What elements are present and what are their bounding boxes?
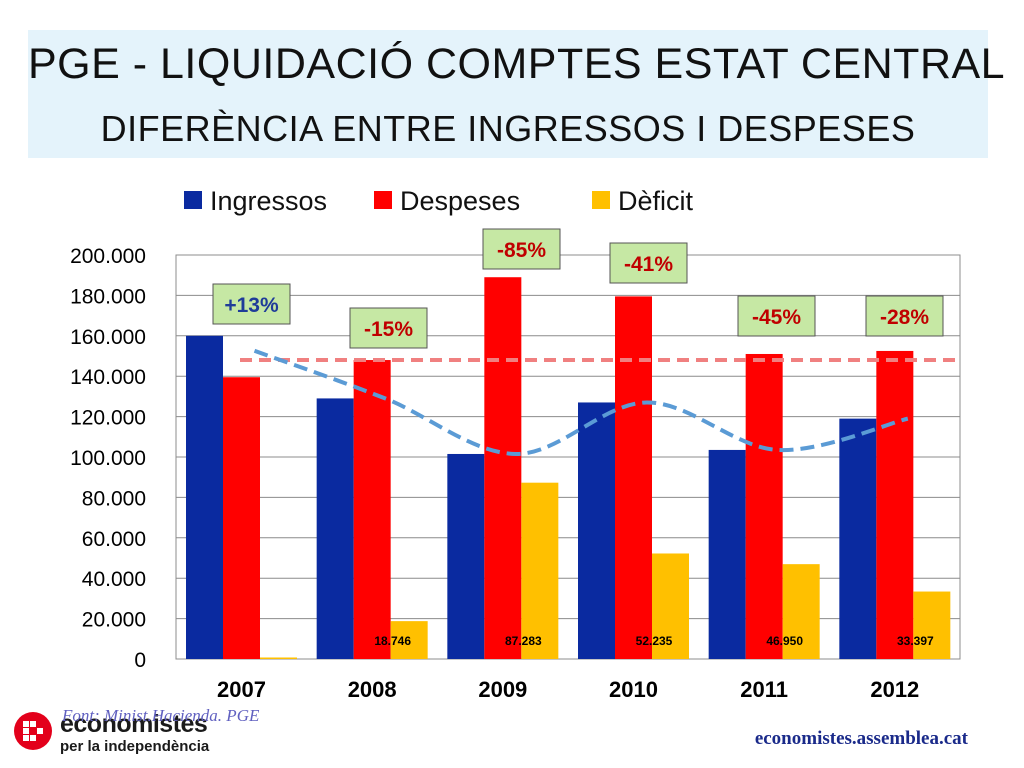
annotation-label-2010: -41% — [624, 253, 673, 276]
y-tick-label: 60.000 — [82, 528, 146, 551]
website-link[interactable]: economistes.assemblea.cat — [754, 728, 968, 749]
page-title: PGE - LIQUIDACIÓ COMPTES ESTAT CENTRAL — [28, 40, 1006, 88]
y-tick-label: 80.000 — [82, 487, 146, 510]
annotation-box-2012 — [865, 295, 944, 337]
bar-despeses-2008 — [353, 360, 391, 659]
legend-label: Dèficit — [618, 186, 694, 216]
logo-icon — [14, 712, 52, 750]
logo-name: economistes — [60, 710, 208, 738]
logo: economistes per la independència — [12, 708, 212, 760]
x-tick-label-2011: 2011 — [740, 677, 788, 702]
bar-despeses-2009 — [484, 277, 522, 659]
bar-ingressos-2008 — [316, 398, 354, 659]
annotation-box-2008 — [349, 307, 428, 349]
bar-ingressos-2007 — [186, 335, 223, 659]
data-label-deficit-2012: 33.397 — [897, 634, 934, 648]
y-tick-label: 140.000 — [70, 366, 146, 389]
legend-swatch-despeses — [374, 191, 392, 209]
y-tick-label: 0 — [134, 649, 146, 672]
annotation-box-2011 — [737, 295, 816, 337]
x-tick-label-2007: 2007 — [217, 677, 266, 702]
x-tick-label-2009: 2009 — [478, 677, 527, 702]
legend-label: Despeses — [400, 186, 520, 216]
annotation-label-2009: -85% — [497, 239, 546, 262]
page-subtitle: DIFERÈNCIA ENTRE INGRESSOS I DESPESES — [100, 108, 916, 149]
plot-frame — [175, 254, 961, 660]
trend-curve — [253, 348, 909, 456]
y-tick-label: 20.000 — [82, 609, 146, 632]
bar-ingressos-2012 — [839, 418, 877, 659]
y-tick-label: 40.000 — [82, 568, 146, 591]
annotation-label-2012: -28% — [880, 306, 929, 329]
logo-subtitle: per la independència — [60, 738, 210, 755]
y-tick-label: 120.000 — [70, 407, 146, 430]
data-label-deficit-2010: 52.235 — [636, 634, 673, 648]
legend-label: Ingressos — [210, 186, 327, 216]
x-tick-label-2012: 2012 — [870, 677, 919, 702]
annotation-label-2007: +13% — [224, 294, 279, 317]
bar-ingressos-2010 — [578, 402, 615, 659]
bar-despeses-2007 — [223, 377, 260, 659]
x-tick-label-2008: 2008 — [348, 677, 397, 702]
bar-despeses-2011 — [745, 353, 783, 659]
data-label-deficit-2009: 87.283 — [505, 634, 542, 648]
x-tick-label-2010: 2010 — [609, 677, 658, 702]
bar-dficit-2008 — [390, 621, 428, 659]
bar-despeses-2012 — [876, 350, 914, 659]
bar-dficit-2011 — [782, 564, 820, 659]
title-banner: PGE - LIQUIDACIÓ COMPTES ESTAT CENTRAL D… — [28, 30, 1006, 158]
bar-dficit-2010 — [652, 553, 689, 659]
annotation-label-2008: -15% — [364, 318, 413, 341]
legend-swatch-ingressos — [184, 191, 202, 209]
bar-dficit-2012 — [913, 591, 951, 659]
data-label-deficit-2008: 18.746 — [374, 634, 411, 648]
bar-ingressos-2009 — [447, 453, 485, 659]
annotation-box-2010 — [609, 242, 688, 284]
y-tick-label: 100.000 — [70, 447, 146, 470]
bar-dficit-2009 — [521, 482, 559, 659]
bar-despeses-2010 — [615, 296, 652, 659]
y-tick-label: 160.000 — [70, 326, 146, 349]
legend-swatch-dficit — [592, 191, 610, 209]
annotation-label-2011: -45% — [752, 306, 801, 329]
annotation-box-2009 — [482, 228, 561, 270]
annotation-box-2007 — [212, 283, 291, 325]
data-label-deficit-2011: 46.950 — [766, 634, 803, 648]
source-note: Font: Minist.Hacienda. PGE — [62, 706, 260, 725]
y-tick-label: 200.000 — [70, 245, 146, 268]
bar-ingressos-2011 — [708, 449, 746, 659]
y-tick-label: 180.000 — [70, 285, 146, 308]
bar-dficit-2007 — [260, 657, 297, 659]
